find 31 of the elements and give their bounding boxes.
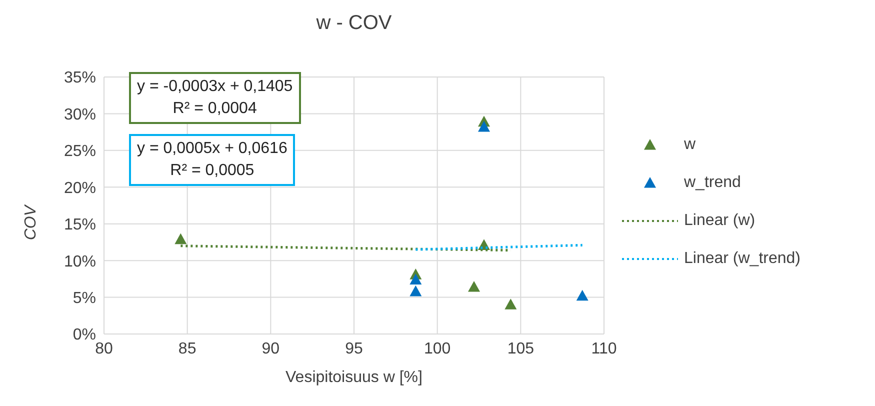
point <box>410 285 422 296</box>
legend-label: Linear (w) <box>684 212 756 230</box>
x-tick-label: 105 <box>507 340 534 358</box>
equation-box: y = 0,0005x + 0,0616 R² = 0,0005 <box>129 134 296 186</box>
y-tick-label: 30% <box>64 106 96 124</box>
equation-box: y = -0,0003x + 0,1405 R² = 0,0004 <box>129 72 301 124</box>
y-tick-label: 10% <box>64 253 96 270</box>
legend-label: Linear (w_trend) <box>684 250 800 268</box>
x-tick-label: 90 <box>262 340 280 358</box>
y-axis-title: COV <box>22 204 40 240</box>
point <box>478 120 490 132</box>
x-axis-title: Vesipitoisuus w [%] <box>286 369 422 386</box>
y-tick-label: 0% <box>72 326 96 344</box>
y-tick-label: 25% <box>64 143 96 160</box>
point <box>174 233 187 244</box>
x-tick-label: 85 <box>178 340 196 358</box>
x-tick-label: 100 <box>424 340 451 358</box>
x-tick-label: 110 <box>591 340 617 358</box>
y-tick-label: 15% <box>64 216 96 234</box>
point <box>504 298 517 310</box>
legend-label: w <box>684 136 696 154</box>
y-tick-label: 35% <box>64 70 96 87</box>
x-tick-label: 95 <box>345 340 363 358</box>
chart-title: w - COV <box>315 12 393 35</box>
y-tick-label: 20% <box>64 180 96 197</box>
y-tick-label: 5% <box>72 290 96 307</box>
x-tick-label: 80 <box>95 340 113 358</box>
point <box>410 274 422 284</box>
point <box>468 281 480 292</box>
point <box>576 290 588 301</box>
legend-label: w_trend <box>684 174 741 192</box>
